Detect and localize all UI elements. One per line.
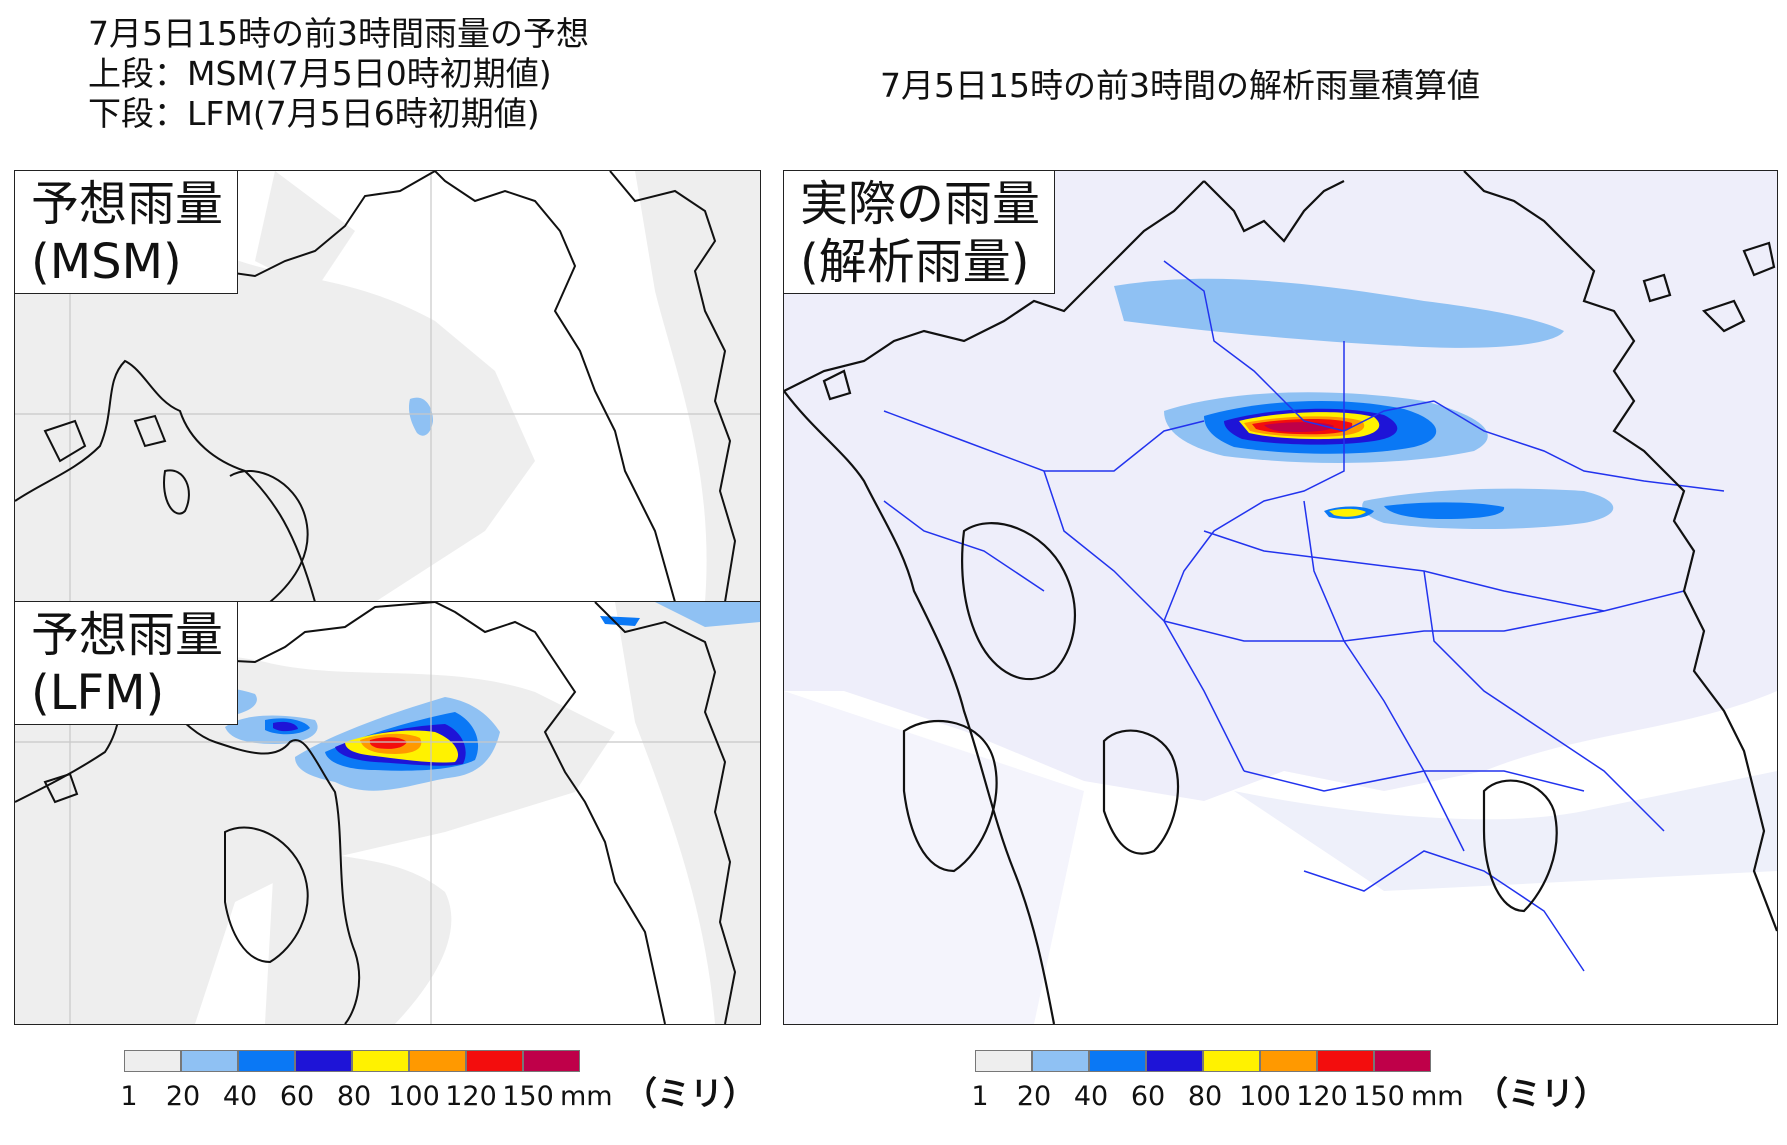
colorbar-tick: 80 [1187, 1081, 1223, 1112]
colorbar-tick: 60 [1130, 1081, 1166, 1112]
colorbar-unit-note: （ミリ） [624, 1074, 756, 1113]
colorbar-swatch [238, 1050, 295, 1072]
colorbar-swatch [1374, 1050, 1431, 1072]
msm-label-line2: (MSM) [31, 234, 182, 290]
colorbar-swatch [1203, 1050, 1260, 1072]
right-colorbar: 1 20 40 60 80 100 120 150 mm （ミリ） [971, 1050, 1615, 1130]
msm-map-panel: 予想雨量 (MSM) [14, 170, 761, 603]
colorbar-swatch [1260, 1050, 1317, 1072]
colorbar-swatch [975, 1050, 1032, 1072]
analysis-label-line2: (解析雨量) [800, 234, 1030, 290]
colorbar-tick: 1 [120, 1081, 138, 1112]
analysis-panel-label: 実際の雨量 (解析雨量) [784, 171, 1056, 294]
analysis-map-panel: 実際の雨量 (解析雨量) [783, 170, 1778, 1025]
msm-label-line1: 予想雨量 [31, 176, 224, 232]
colorbar-tick: 150 [502, 1081, 554, 1112]
colorbar-swatch [1032, 1050, 1089, 1072]
colorbar-tick: 150 [1353, 1081, 1405, 1112]
right-header: 7月5日15時の前3時間の解析雨量積算値 [880, 66, 1480, 105]
colorbar-swatch [295, 1050, 352, 1072]
left-header-line2: 上段：MSM(7月5日0時初期値) [88, 54, 552, 93]
analysis-label-line1: 実際の雨量 [800, 176, 1041, 232]
colorbar-swatch [352, 1050, 409, 1072]
msm-panel-label: 予想雨量 (MSM) [15, 171, 239, 294]
colorbar-swatch [1146, 1050, 1203, 1072]
colorbar-swatch [124, 1050, 181, 1072]
colorbar-tick: 120 [445, 1081, 497, 1112]
colorbar-swatch [466, 1050, 523, 1072]
colorbar-tick: 40 [222, 1081, 258, 1112]
colorbar-swatch [1089, 1050, 1146, 1072]
colorbar-tick: 120 [1296, 1081, 1348, 1112]
msm-map [15, 171, 760, 602]
left-header: 7月5日15時の前3時間雨量の予想 上段：MSM(7月5日0時初期値) 下段：L… [88, 14, 589, 134]
left-header-line1: 7月5日15時の前3時間雨量の予想 [88, 14, 589, 53]
colorbar-tick: 20 [1016, 1081, 1052, 1112]
colorbar-tick: 20 [165, 1081, 201, 1112]
colorbar-swatch [523, 1050, 580, 1072]
colorbar-tick: 1 [971, 1081, 989, 1112]
colorbar-swatch [181, 1050, 238, 1072]
colorbar-unit: mm [1411, 1081, 1464, 1112]
lfm-label-line2: (LFM) [31, 665, 165, 721]
left-header-line3: 下段：LFM(7月5日6時初期値) [88, 94, 540, 133]
analysis-map [784, 171, 1777, 1024]
colorbar-tick: 80 [336, 1081, 372, 1112]
lfm-panel-label: 予想雨量 (LFM) [15, 602, 239, 725]
colorbar-unit: mm [560, 1081, 613, 1112]
colorbar-tick: 100 [1239, 1081, 1291, 1112]
colorbar-tick: 40 [1073, 1081, 1109, 1112]
left-colorbar: 1 20 40 60 80 100 120 150 mm （ミリ） [120, 1050, 764, 1130]
colorbar-tick: 100 [388, 1081, 440, 1112]
lfm-map-panel: 予想雨量 (LFM) [14, 601, 761, 1025]
lfm-label-line1: 予想雨量 [31, 607, 224, 663]
colorbar-swatch [1317, 1050, 1374, 1072]
colorbar-unit-note: （ミリ） [1475, 1074, 1607, 1113]
colorbar-swatch [409, 1050, 466, 1072]
colorbar-tick: 60 [279, 1081, 315, 1112]
